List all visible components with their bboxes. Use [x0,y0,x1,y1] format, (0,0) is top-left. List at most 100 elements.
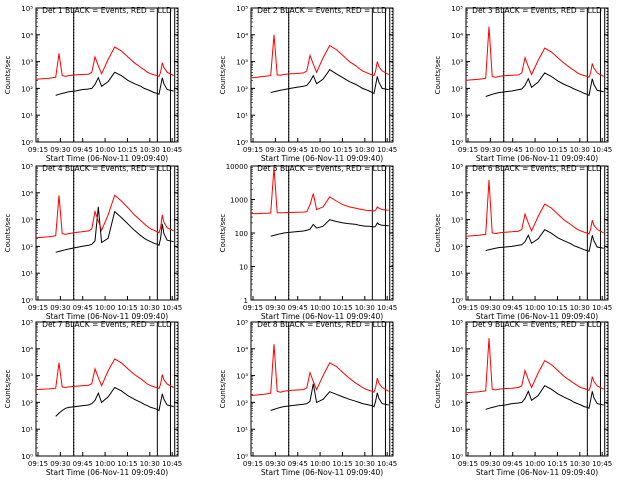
x-tick-label: 09:15 [458,460,478,468]
y-tick-label: 10² [236,399,248,407]
lld-series-line [465,26,604,81]
x-tick-label: 10:00 [310,460,330,468]
x-tick-label: 10:45 [162,460,182,468]
panel-title: Det 9 BLACK = Events, RED = LLD [472,320,602,329]
y-axis-label: Counts/sec [219,56,227,95]
x-tick-label: 10:00 [525,460,545,468]
x-tick-label: 10:00 [525,146,545,154]
y-tick-label: 10⁵ [21,5,33,13]
plot-frame [35,165,179,301]
y-tick-label: 10⁰ [236,139,248,147]
x-tick-label: 10:00 [95,304,115,312]
x-tick-label: 09:30 [50,460,70,468]
lld-series-line [465,179,604,237]
x-tick-label: 10:00 [525,304,545,312]
y-tick-label: 10² [451,399,463,407]
x-tick-label: 09:30 [480,304,500,312]
x-tick-label: 10:30 [355,146,375,154]
x-tick-label: 10:15 [117,146,137,154]
y-tick-label: 10² [21,85,33,93]
y-axis-label: Counts/sec [4,56,12,95]
lld-series-line [35,358,174,391]
y-axis-label: Counts/sec [219,370,227,409]
x-tick-label: 09:30 [265,304,285,312]
events-series-line [55,386,174,417]
panel-title: Det 6 BLACK = Events, RED = LLD [472,164,602,173]
x-tick-label: 09:45 [288,146,308,154]
x-tick-label: 10:30 [570,460,590,468]
lld-series-line [35,194,174,239]
panel-title: Det 2 BLACK = Events, RED = LLD [257,6,387,15]
y-tick-label: 10³ [236,373,248,381]
events-series-line [270,219,389,237]
x-tick-label: 09:45 [73,304,93,312]
x-tick-label: 09:15 [458,146,478,154]
y-tick-label: 10⁵ [451,319,463,327]
y-axis-label: Counts/sec [434,370,442,409]
y-tick-label: 10¹ [21,270,33,278]
y-axis-label: Counts/sec [434,214,442,253]
panel-title: Det 1 BLACK = Events, RED = LLD [42,6,172,15]
y-tick-label: 10² [236,85,248,93]
lld-series-line [35,46,174,80]
y-tick-label: 10⁰ [21,139,33,147]
events-series-line [485,72,604,97]
y-tick-label: 10⁵ [451,5,463,13]
x-tick-label: 10:00 [310,304,330,312]
lld-series-line [250,34,389,79]
x-tick-label: 10:15 [547,460,567,468]
y-tick-label: 10³ [236,59,248,67]
detector-panel: 1 10 100 1000 10000 09:15 09:30 09:45 10:00 10:15… [219,163,397,321]
x-tick-label: 10:00 [95,460,115,468]
lld-series-line [250,344,389,397]
y-tick-label: 10⁴ [236,346,248,354]
y-tick-label: 10⁵ [236,319,248,327]
y-tick-label: 10² [451,243,463,251]
x-tick-label: 09:30 [265,460,285,468]
x-tick-label: 09:30 [265,146,285,154]
x-tick-label: 09:15 [458,304,478,312]
y-axis-label: Counts/sec [4,214,12,253]
plot-frame [35,7,179,143]
y-tick-label: 10⁴ [21,346,33,354]
x-axis-label: Start Time (06-Nov-11 09:09:40) [476,468,598,477]
y-tick-label: 10⁴ [236,32,248,40]
panel-title: Det 5 BLACK = Events, RED = LLD [257,164,387,173]
plot-frame [35,321,179,457]
x-tick-label: 10:15 [117,460,137,468]
x-tick-label: 09:45 [503,460,523,468]
x-tick-label: 10:45 [592,460,612,468]
x-tick-label: 09:45 [288,304,308,312]
x-tick-label: 10:30 [140,460,160,468]
x-tick-label: 10:45 [592,304,612,312]
x-axis-label: Start Time (06-Nov-11 09:09:40) [261,468,383,477]
y-tick-label: 10⁵ [451,163,463,171]
x-tick-label: 10:45 [592,146,612,154]
y-tick-label: 10⁰ [451,453,463,461]
x-tick-label: 09:45 [73,146,93,154]
x-tick-label: 09:15 [28,460,48,468]
y-tick-label: 10⁵ [236,5,248,13]
lld-series-line [251,167,389,215]
events-series-line [270,383,389,411]
events-series-line [270,69,389,95]
y-tick-label: 10¹ [236,112,248,120]
x-tick-label: 10:45 [377,460,397,468]
x-tick-label: 09:15 [243,146,263,154]
y-tick-label: 10 [239,264,248,272]
y-tick-label: 10⁴ [451,346,463,354]
events-series-line [55,206,174,253]
x-tick-label: 10:15 [332,460,352,468]
y-tick-label: 10¹ [451,270,463,278]
x-tick-label: 09:45 [503,146,523,154]
x-tick-label: 09:30 [480,460,500,468]
x-tick-label: 09:15 [28,304,48,312]
x-tick-label: 09:15 [243,460,263,468]
y-tick-label: 10¹ [451,112,463,120]
events-series-line [485,385,604,410]
